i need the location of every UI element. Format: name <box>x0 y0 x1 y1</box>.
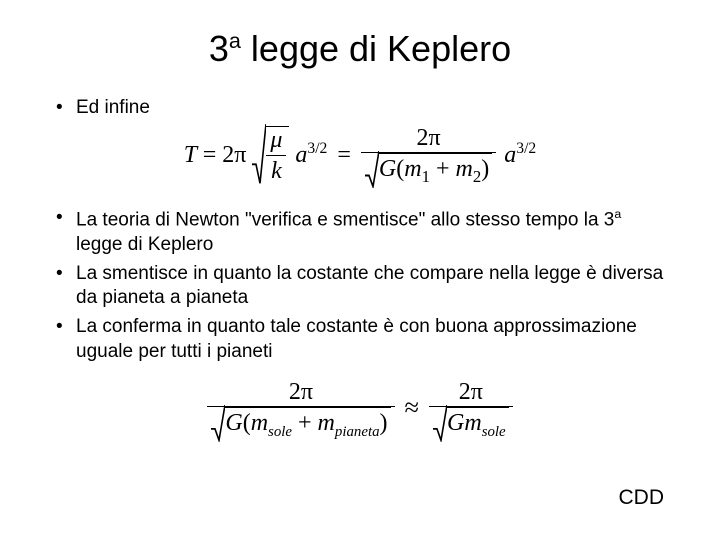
formula-1-block: T = 2π μ k a3/2 = 2π <box>50 125 670 188</box>
frac-left-2: 2π G(msole + mpianeta) <box>207 379 394 442</box>
formula-2-block: 2π G(msole + mpianeta) ≈ 2π <box>50 379 670 442</box>
title-sup: a <box>229 28 241 53</box>
frac-right-1: 2π G(m1 + m2) <box>361 125 496 188</box>
approx-sign: ≈ <box>401 392 423 422</box>
m1: m <box>404 156 421 182</box>
G-2: G <box>225 410 242 436</box>
bullet-3: La smentisce in quanto la costante che c… <box>50 262 670 311</box>
m-sole-2: m <box>464 410 481 436</box>
a-2: a <box>502 142 516 168</box>
G-3: G <box>447 410 464 436</box>
two-pi-3: 2π <box>207 379 394 408</box>
m-sole-1: m <box>251 410 268 436</box>
footer-cdd: CDD <box>619 486 665 510</box>
exp-2: 3/2 <box>516 140 536 157</box>
formula-1: T = 2π μ k a3/2 = 2π <box>184 125 536 188</box>
plus-1: + <box>436 156 450 182</box>
b2-pre: La teoria di Newton "verifica e smentisc… <box>76 209 614 230</box>
title-rest: legge di Keplero <box>241 28 511 69</box>
bullet-2: La teoria di Newton "verifica e smentisc… <box>50 206 670 258</box>
formula-2: 2π G(msole + mpianeta) ≈ 2π <box>207 379 512 442</box>
bullet-list-2: La teoria di Newton "verifica e smentisc… <box>50 206 670 364</box>
page-title: 3a legge di Keplero <box>50 28 670 70</box>
sqrt-G-msole: Gmsole <box>447 407 509 441</box>
sub1: 1 <box>422 167 430 186</box>
G-1: G <box>379 156 396 182</box>
bullet-4: La conferma in quanto tale costante è co… <box>50 315 670 364</box>
mu: μ <box>266 127 286 156</box>
sub2: 2 <box>473 167 481 186</box>
two-pi-2: 2π <box>361 125 496 154</box>
eq-1: = <box>203 142 217 168</box>
sqrt-mu-k: μ k <box>266 126 289 186</box>
a-1: a <box>295 142 307 168</box>
frac-right-2: 2π Gmsole <box>429 379 513 442</box>
sub-pianeta: pianeta <box>335 424 380 440</box>
sub-sole-2: sole <box>482 424 506 440</box>
two-pi-1: 2π <box>222 142 246 168</box>
sub-sole-1: sole <box>268 424 292 440</box>
b2-post: legge di Keplero <box>76 234 213 255</box>
title-base: 3 <box>209 28 229 69</box>
frac-mu-k: μ k <box>266 127 286 186</box>
m-pianeta: m <box>318 410 335 436</box>
two-pi-4: 2π <box>429 379 513 408</box>
var-T: T <box>184 142 197 168</box>
slide: 3a legge di Keplero Ed infine T = 2π μ k… <box>0 0 720 480</box>
exp-1: 3/2 <box>307 140 327 157</box>
plus-2: + <box>298 410 312 436</box>
bullet-1: Ed infine <box>50 96 670 121</box>
bullet-list: Ed infine <box>50 96 670 121</box>
b2-sup: a <box>614 207 621 221</box>
m2: m <box>456 156 473 182</box>
sqrt-Gm1m2: G(m1 + m2) <box>379 153 492 188</box>
eq-2: = <box>333 142 355 168</box>
sqrt-G-sole-pianeta: G(msole + mpianeta) <box>225 407 390 441</box>
k: k <box>266 156 286 186</box>
